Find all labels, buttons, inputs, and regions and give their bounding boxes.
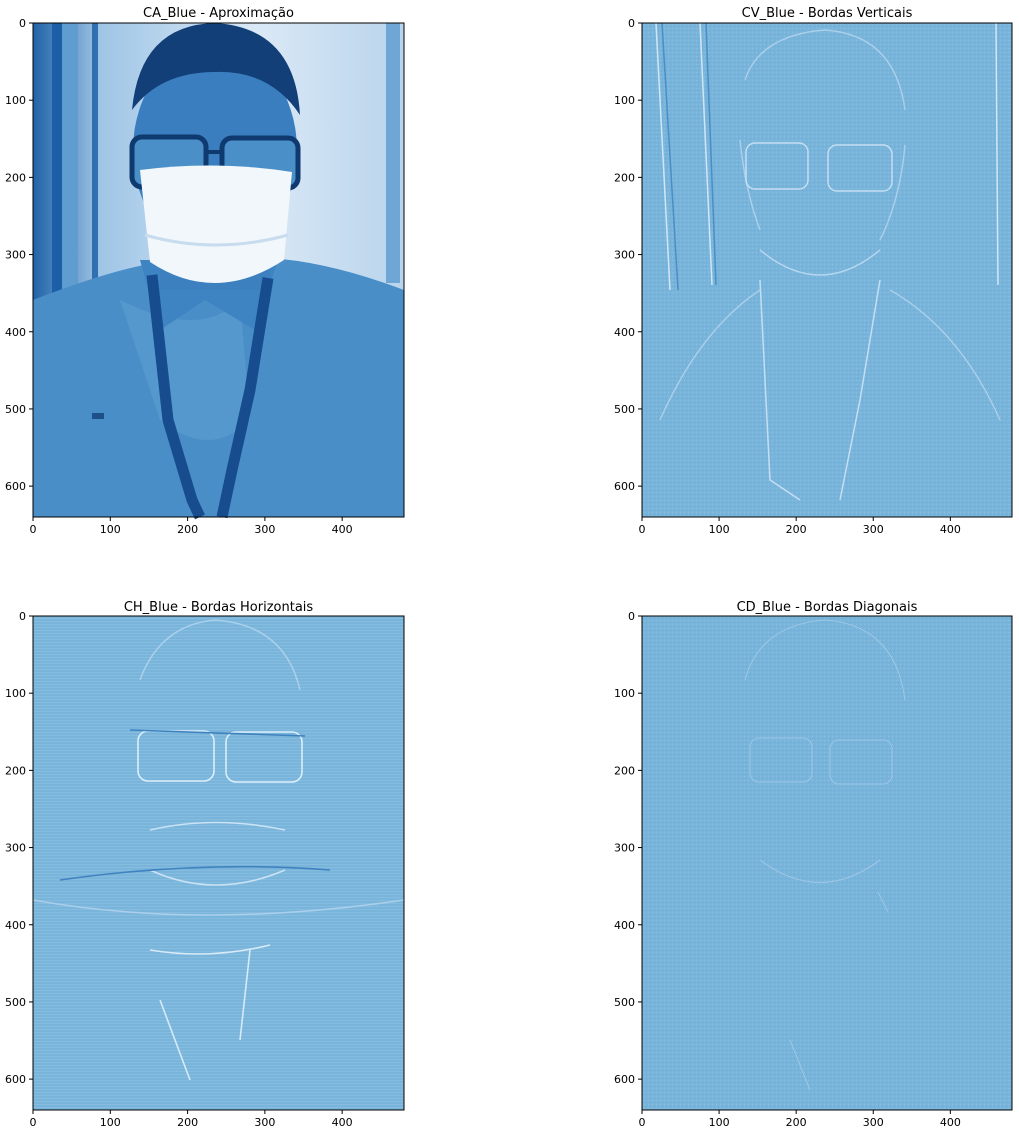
- axes-cv: 0 100 200 300 400 0 100 200 300 400 500 600: [614, 17, 1013, 536]
- panel-title-cd: CD_Blue - Bordas Diagonais: [737, 600, 918, 615]
- y-tick-label: 0: [628, 610, 635, 623]
- x-tick-label: 0: [30, 523, 37, 536]
- y-tick-label: 300: [614, 842, 635, 855]
- image-ch: [32, 616, 405, 1110]
- panel-ch: CH_Blue - Bordas Horizontais: [32, 600, 405, 1110]
- frame-cd: [641, 615, 1013, 1111]
- x-tick-label: 400: [332, 523, 353, 536]
- y-tick-label: 200: [5, 171, 26, 184]
- panel-title-ca: CA_Blue - Aproximação: [143, 6, 294, 21]
- x-tick-label: 0: [639, 523, 646, 536]
- x-tick-label: 400: [940, 1116, 961, 1129]
- y-tick-label: 300: [614, 249, 635, 262]
- x-tick-label: 400: [940, 523, 961, 536]
- y-tick-label: 600: [5, 1073, 26, 1086]
- y-tick-label: 500: [5, 996, 26, 1009]
- image-cv: [642, 22, 1012, 517]
- axes-cd: 0 100 200 300 400 0 100 200 300 400 500 600: [614, 610, 1013, 1129]
- y-tick-label: 0: [19, 17, 26, 30]
- x-tick-label: 400: [332, 1116, 353, 1129]
- x-tick-label: 100: [100, 523, 121, 536]
- y-tick-label: 100: [614, 94, 635, 107]
- y-tick-label: 0: [19, 610, 26, 623]
- y-tick-label: 500: [614, 403, 635, 416]
- panel-cv: CV_Blue - Bordas Verticais: [642, 6, 1012, 517]
- x-tick-label: 100: [709, 523, 730, 536]
- y-tick-label: 200: [614, 171, 635, 184]
- x-tick-label: 200: [786, 523, 807, 536]
- image-ca: [33, 23, 404, 520]
- y-tick-label: 100: [614, 687, 635, 700]
- x-tick-label: 100: [709, 1116, 730, 1129]
- x-tick-label: 300: [863, 1116, 884, 1129]
- y-tick-label: 400: [614, 919, 635, 932]
- frame-ca: [32, 22, 405, 518]
- frame-cv: [641, 22, 1013, 518]
- y-tick-label: 200: [614, 764, 635, 777]
- axes-layer: 0 100 200 300 400 0 100 200 300 400 500 600 0 100 200 3…: [5, 17, 1013, 1129]
- y-tick-label: 0: [628, 17, 635, 30]
- x-tick-label: 200: [177, 523, 198, 536]
- x-tick-label: 300: [254, 1116, 275, 1129]
- y-tick-label: 100: [5, 687, 26, 700]
- x-tick-label: 200: [786, 1116, 807, 1129]
- y-tick-label: 300: [5, 842, 26, 855]
- x-tick-label: 0: [639, 1116, 646, 1129]
- y-tick-label: 500: [614, 996, 635, 1009]
- y-tick-label: 400: [5, 326, 26, 339]
- panel-title-cv: CV_Blue - Bordas Verticais: [742, 6, 913, 21]
- y-tick-label: 200: [5, 764, 26, 777]
- y-tick-label: 300: [5, 249, 26, 262]
- panel-cd: CD_Blue - Bordas Diagonais: [642, 600, 1012, 1110]
- x-tick-label: 200: [177, 1116, 198, 1129]
- y-tick-label: 400: [5, 919, 26, 932]
- x-tick-label: 300: [863, 523, 884, 536]
- image-cd: [642, 616, 1012, 1110]
- y-tick-label: 600: [5, 480, 26, 493]
- x-tick-label: 0: [30, 1116, 37, 1129]
- x-tick-label: 300: [254, 523, 275, 536]
- x-tick-label: 100: [100, 1116, 121, 1129]
- axes-ca: 0 100 200 300 400 0 100 200 300 400 500 600: [5, 17, 405, 536]
- frame-ch: [32, 615, 405, 1111]
- axes-ch: 0 100 200 300 400 0 100 200 300 400 500 600: [5, 610, 405, 1129]
- y-tick-label: 600: [614, 480, 635, 493]
- y-tick-label: 400: [614, 326, 635, 339]
- panel-title-ch: CH_Blue - Bordas Horizontais: [124, 600, 314, 615]
- panel-ca: CA_Blue - Aproximação: [33, 6, 404, 520]
- y-tick-label: 100: [5, 94, 26, 107]
- y-tick-label: 500: [5, 403, 26, 416]
- y-tick-label: 600: [614, 1073, 635, 1086]
